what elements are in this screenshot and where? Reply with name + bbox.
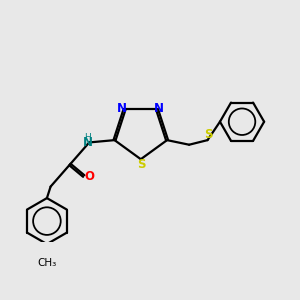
Text: N: N xyxy=(83,136,93,149)
Text: N: N xyxy=(154,102,164,115)
Text: S: S xyxy=(204,128,213,141)
Text: N: N xyxy=(117,102,127,115)
Text: S: S xyxy=(137,158,146,171)
Text: O: O xyxy=(84,170,94,183)
Text: H: H xyxy=(85,133,91,142)
Text: CH₃: CH₃ xyxy=(37,257,56,268)
